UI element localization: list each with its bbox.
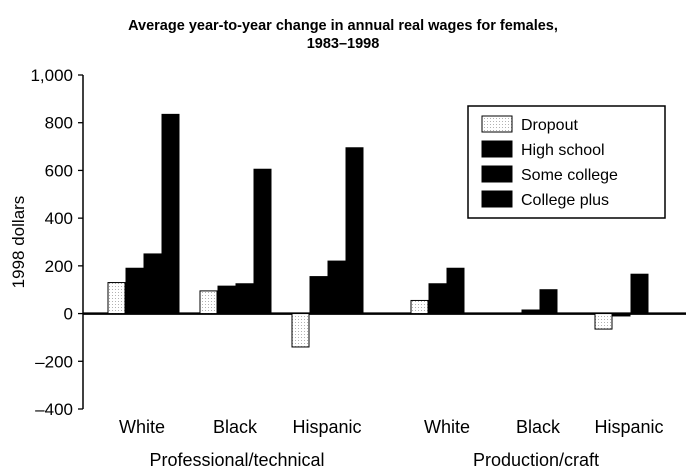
- bar-high-school: [217, 285, 236, 315]
- bar-some-college: [143, 253, 162, 315]
- legend-label: Some college: [521, 167, 618, 184]
- legend-swatch: [481, 140, 513, 158]
- category-label: Hispanic: [292, 417, 361, 437]
- bar-some-college: [235, 283, 254, 315]
- category-label: White: [424, 417, 470, 437]
- y-tick-label: 800: [45, 114, 73, 133]
- group-label: Professional/technical: [149, 450, 324, 470]
- category-label: Black: [213, 417, 258, 437]
- bar-some-college: [630, 273, 649, 315]
- bar-dropout: [410, 299, 429, 315]
- bar-high-school: [309, 276, 328, 315]
- y-tick-label: 600: [45, 161, 73, 180]
- category-label: White: [119, 417, 165, 437]
- bar-some-college: [539, 289, 558, 315]
- y-tick-label: 1,000: [30, 66, 73, 85]
- bar-dropout: [291, 313, 310, 348]
- bar-dropout: [107, 282, 126, 315]
- labels: –400 –200 0 200 400 600 800 1,000 1998 dollars Wh…: [9, 66, 664, 470]
- bar-some-college: [327, 260, 346, 315]
- legend-swatch: [481, 165, 513, 183]
- bar-dropout: [199, 290, 218, 315]
- y-tick-label: 0: [64, 305, 73, 324]
- bar-high-school: [521, 309, 540, 315]
- axes: [78, 74, 686, 410]
- bar-high-school: [125, 267, 144, 315]
- legend-swatch: [481, 190, 513, 208]
- y-tick-label: 400: [45, 209, 73, 228]
- bar-college-plus: [253, 168, 272, 315]
- y-tick-label: 200: [45, 257, 73, 276]
- chart-title-line-2: 1983–1998: [306, 36, 380, 52]
- bar-some-college: [446, 267, 465, 315]
- group-label: Production/craft: [473, 450, 599, 470]
- legend: Dropout High school Some college College pl…: [467, 105, 666, 219]
- legend-label: College plus: [521, 192, 609, 209]
- legend-label: High school: [521, 142, 605, 159]
- bar-high-school: [612, 313, 631, 317]
- bar-college-plus: [161, 113, 180, 315]
- legend-label: Dropout: [521, 117, 578, 134]
- y-axis-label: 1998 dollars: [9, 196, 28, 289]
- category-label: Black: [516, 417, 561, 437]
- category-label: Hispanic: [594, 417, 663, 437]
- legend-swatch: [481, 115, 513, 133]
- bar-high-school: [428, 283, 447, 315]
- chart-title-line-1: Average year-to-year change in annual re…: [128, 18, 558, 34]
- bar-college-plus: [345, 147, 364, 315]
- y-tick-label: –200: [35, 352, 73, 371]
- bars: [107, 113, 649, 348]
- bar-dropout: [594, 313, 613, 330]
- y-tick-label: –400: [35, 400, 73, 419]
